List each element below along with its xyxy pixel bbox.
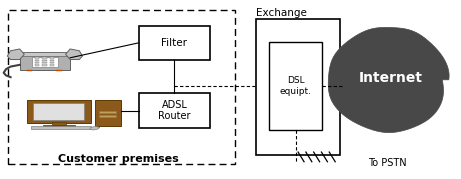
FancyBboxPatch shape — [95, 100, 120, 126]
Text: Internet: Internet — [359, 71, 423, 85]
Text: DSL
equipt.: DSL equipt. — [280, 76, 312, 96]
FancyBboxPatch shape — [20, 52, 70, 70]
Bar — [35, 60, 40, 61]
Bar — [35, 62, 40, 63]
Polygon shape — [328, 27, 449, 133]
Bar — [42, 64, 47, 66]
Bar — [42, 62, 47, 63]
FancyBboxPatch shape — [99, 111, 117, 113]
Bar — [49, 62, 54, 63]
FancyBboxPatch shape — [34, 103, 84, 120]
Bar — [49, 64, 54, 66]
FancyBboxPatch shape — [20, 52, 70, 56]
Bar — [49, 57, 54, 59]
Bar — [35, 64, 40, 66]
Text: Exchange: Exchange — [256, 8, 307, 18]
Bar — [49, 60, 54, 61]
Polygon shape — [65, 49, 83, 60]
FancyBboxPatch shape — [139, 93, 210, 128]
FancyBboxPatch shape — [42, 125, 75, 127]
FancyBboxPatch shape — [99, 115, 117, 117]
Text: ADSL
Router: ADSL Router — [158, 100, 190, 121]
FancyBboxPatch shape — [8, 10, 235, 163]
Text: To PSTN: To PSTN — [368, 158, 407, 168]
FancyBboxPatch shape — [32, 57, 58, 67]
Bar — [56, 70, 62, 71]
Bar — [42, 57, 47, 59]
Polygon shape — [7, 49, 24, 60]
Bar — [35, 57, 40, 59]
FancyBboxPatch shape — [139, 26, 210, 60]
Polygon shape — [90, 127, 100, 130]
Bar — [42, 60, 47, 61]
FancyBboxPatch shape — [256, 19, 341, 155]
FancyBboxPatch shape — [27, 100, 91, 123]
FancyBboxPatch shape — [31, 126, 91, 129]
Bar — [27, 70, 32, 71]
Text: Customer premises: Customer premises — [58, 154, 178, 164]
FancyBboxPatch shape — [269, 42, 322, 130]
Text: Filter: Filter — [161, 38, 187, 48]
FancyBboxPatch shape — [52, 122, 65, 125]
